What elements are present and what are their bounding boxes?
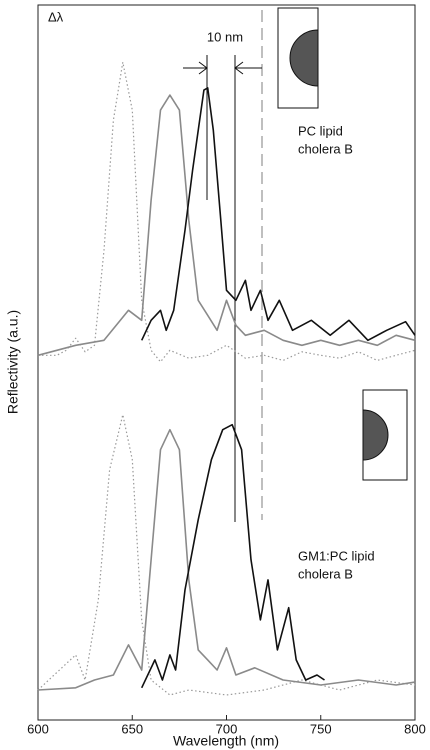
annotation: cholera B (298, 141, 353, 156)
x-tick-label: 600 (27, 721, 49, 736)
series-line (37, 414, 416, 696)
arrow (234, 61, 262, 75)
series-line (37, 94, 416, 357)
x-tick-label: 650 (121, 721, 143, 736)
series-line (140, 87, 416, 342)
series-line (38, 61, 416, 363)
x-tick-label: 750 (310, 721, 332, 736)
icon-halfcircle (289, 29, 319, 87)
annotation: Δλ (48, 9, 64, 24)
y-axis-label: Reflectivity (a.u.) (5, 310, 21, 414)
annotation: GM1:PC lipid (298, 548, 375, 563)
annotation: cholera B (298, 566, 353, 581)
x-axis-label: Wavelength (nm) (173, 733, 279, 749)
series-line (140, 423, 325, 689)
arrow (183, 61, 208, 75)
x-tick-label: 700 (216, 721, 238, 736)
icon-halfcircle (362, 409, 389, 461)
annotation: PC lipid (298, 123, 343, 138)
plot-frame (37, 4, 416, 721)
series-line (37, 428, 416, 691)
annotation: 10 nm (207, 29, 243, 44)
x-tick-label: 800 (404, 721, 426, 736)
